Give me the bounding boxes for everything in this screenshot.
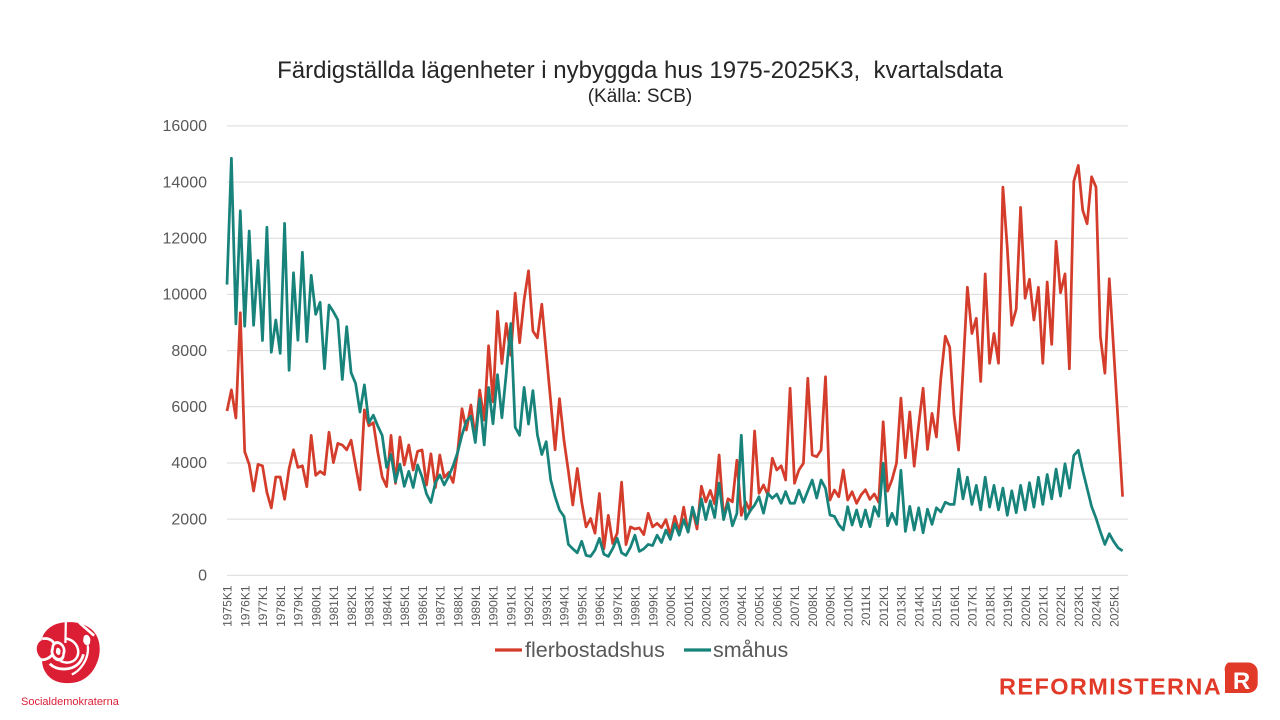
svg-text:1996K1: 1996K1 — [593, 585, 607, 627]
svg-text:10000: 10000 — [163, 287, 208, 304]
svg-text:2017K1: 2017K1 — [966, 585, 980, 627]
svg-text:2010K1: 2010K1 — [841, 585, 855, 627]
svg-text:flerbostadshus: flerbostadshus — [525, 638, 665, 662]
svg-text:2001K1: 2001K1 — [682, 585, 696, 627]
svg-text:1998K1: 1998K1 — [629, 585, 643, 627]
svg-text:1995K1: 1995K1 — [575, 585, 589, 627]
svg-text:1975K1: 1975K1 — [221, 585, 235, 627]
svg-text:2002K1: 2002K1 — [699, 585, 713, 627]
svg-text:1976K1: 1976K1 — [238, 585, 252, 627]
svg-text:1992K1: 1992K1 — [522, 585, 536, 627]
svg-text:14000: 14000 — [163, 174, 208, 191]
svg-text:1984K1: 1984K1 — [380, 585, 394, 627]
svg-text:2004K1: 2004K1 — [735, 585, 749, 627]
svg-text:2016K1: 2016K1 — [948, 585, 962, 627]
svg-text:1985K1: 1985K1 — [398, 585, 412, 627]
svg-text:småhus: småhus — [713, 638, 788, 662]
svg-text:R: R — [1233, 668, 1250, 695]
svg-text:1978K1: 1978K1 — [274, 585, 288, 627]
svg-text:1988K1: 1988K1 — [451, 585, 465, 627]
svg-text:2013K1: 2013K1 — [895, 585, 909, 627]
svg-text:1981K1: 1981K1 — [327, 585, 341, 627]
svg-text:2025K1: 2025K1 — [1107, 585, 1121, 627]
svg-text:1987K1: 1987K1 — [433, 585, 447, 627]
svg-text:2011K1: 2011K1 — [859, 585, 873, 626]
svg-text:2006K1: 2006K1 — [770, 585, 784, 627]
svg-text:2003K1: 2003K1 — [717, 585, 731, 627]
svg-text:Socialdemokraterna: Socialdemokraterna — [21, 696, 120, 708]
svg-text:16000: 16000 — [163, 118, 208, 135]
svg-text:2005K1: 2005K1 — [753, 585, 767, 627]
svg-text:1979K1: 1979K1 — [292, 585, 306, 627]
svg-text:1983K1: 1983K1 — [363, 585, 377, 627]
svg-text:REFORMISTERNA: REFORMISTERNA — [999, 674, 1222, 700]
svg-text:6000: 6000 — [171, 399, 207, 416]
svg-text:2023K1: 2023K1 — [1072, 585, 1086, 627]
svg-text:1989K1: 1989K1 — [469, 585, 483, 627]
svg-text:2022K1: 2022K1 — [1054, 585, 1068, 627]
svg-text:2000: 2000 — [171, 511, 207, 528]
svg-text:1991K1: 1991K1 — [504, 585, 518, 627]
svg-text:2021K1: 2021K1 — [1036, 585, 1050, 627]
svg-text:2000K1: 2000K1 — [664, 585, 678, 627]
svg-text:1999K1: 1999K1 — [646, 585, 660, 627]
svg-text:2018K1: 2018K1 — [983, 585, 997, 627]
svg-text:1980K1: 1980K1 — [309, 585, 323, 627]
svg-text:1982K1: 1982K1 — [345, 585, 359, 627]
svg-text:12000: 12000 — [163, 231, 208, 248]
svg-text:2014K1: 2014K1 — [912, 585, 926, 627]
svg-text:(Källa: SCB): (Källa: SCB) — [588, 86, 693, 107]
svg-text:2015K1: 2015K1 — [930, 585, 944, 627]
svg-text:8000: 8000 — [171, 343, 207, 360]
svg-text:2008K1: 2008K1 — [806, 585, 820, 627]
svg-text:Färdigställda lägenheter i nyb: Färdigställda lägenheter i nybyggda hus … — [277, 57, 1003, 84]
svg-text:0: 0 — [198, 568, 207, 585]
svg-text:1990K1: 1990K1 — [487, 585, 501, 627]
svg-text:1986K1: 1986K1 — [416, 585, 430, 627]
svg-text:1993K1: 1993K1 — [540, 585, 554, 627]
svg-text:2024K1: 2024K1 — [1090, 585, 1104, 627]
svg-text:1994K1: 1994K1 — [558, 585, 572, 627]
svg-text:2012K1: 2012K1 — [877, 585, 891, 627]
svg-text:2019K1: 2019K1 — [1001, 585, 1015, 627]
svg-text:4000: 4000 — [171, 455, 207, 472]
svg-text:1997K1: 1997K1 — [611, 585, 625, 627]
svg-text:2009K1: 2009K1 — [824, 585, 838, 627]
svg-text:1977K1: 1977K1 — [256, 585, 270, 627]
svg-text:2007K1: 2007K1 — [788, 585, 802, 627]
svg-text:2020K1: 2020K1 — [1019, 585, 1033, 627]
